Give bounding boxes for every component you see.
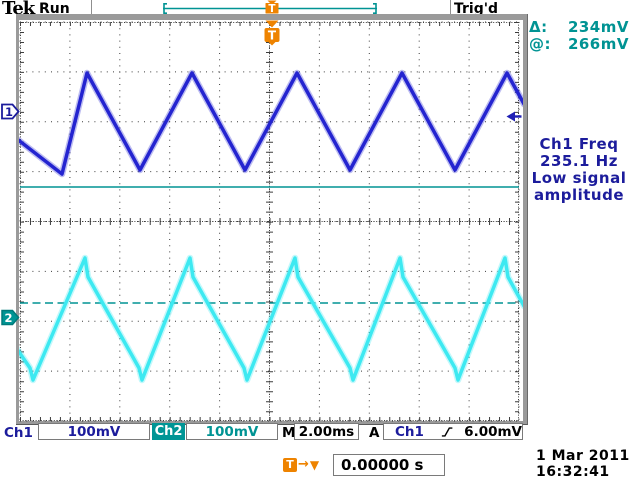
trigger-level-value: 6.00mV bbox=[464, 423, 522, 440]
acq-bar-right-bracket bbox=[373, 3, 377, 14]
date-value: 1 Mar 2011 bbox=[536, 448, 630, 464]
warning-line1: Low signal bbox=[531, 169, 627, 187]
acquisition-status: Run bbox=[39, 1, 70, 17]
topbar-divider-left bbox=[91, 0, 92, 17]
down-triangle-icon: ▼ bbox=[309, 457, 320, 472]
warning-line2: amplitude bbox=[533, 186, 625, 204]
ch2-marker-label: 2 bbox=[5, 311, 13, 325]
trigger-record-marker-icon: T bbox=[265, 0, 279, 15]
timebase-box: 2.00ms bbox=[294, 423, 359, 440]
ch2-scale-value: 100mV bbox=[205, 423, 259, 440]
graticule-area bbox=[19, 20, 523, 421]
ch1-marker-label: 1 bbox=[5, 105, 13, 119]
datetime-display: 1 Mar 2011 16:32:41 bbox=[536, 448, 630, 480]
ch1-freq-value: 235.1 Hz bbox=[540, 152, 618, 170]
trigger-t-icon: T bbox=[283, 457, 297, 472]
delta-value: 234mV bbox=[567, 18, 629, 36]
ch2-scale-box: 100mV bbox=[186, 423, 278, 440]
topbar-divider-right bbox=[450, 0, 451, 17]
channel-message: Ch1 Freq 235.1 Hz Low signal amplitude bbox=[520, 136, 638, 204]
timebase-value: 2.00ms bbox=[298, 423, 355, 440]
delta-icon: Δ: bbox=[529, 18, 548, 36]
delay-time-value: 0.00000 s bbox=[341, 456, 424, 474]
at-value: 266mV bbox=[567, 35, 629, 53]
trigger-settings-box: Ch1 6.00mV bbox=[383, 423, 523, 440]
ch1-scale-value: 100mV bbox=[67, 423, 121, 440]
ch2-label: Ch2 bbox=[154, 424, 183, 439]
acq-bar-left-bracket bbox=[163, 3, 167, 14]
acquisition-bar bbox=[163, 3, 377, 14]
timebase-label: M bbox=[282, 425, 296, 441]
trigger-delay-indicator: T → ▼ bbox=[283, 457, 319, 472]
trigger-source-value: Ch1 bbox=[395, 423, 424, 440]
at-measurement-row: @: 266mV bbox=[529, 35, 629, 53]
time-value: 16:32:41 bbox=[536, 463, 610, 480]
graticule-frame bbox=[16, 14, 528, 425]
delay-time-box: 0.00000 s bbox=[333, 454, 445, 476]
right-arrow-icon: → bbox=[298, 457, 309, 472]
ch1-scale-box: 100mV bbox=[38, 423, 150, 440]
delta-measurement-row: Δ: 234mV bbox=[529, 18, 629, 36]
rising-edge-icon bbox=[441, 426, 453, 437]
trigger-source-label: A bbox=[369, 425, 380, 441]
ch1-freq-title: Ch1 Freq bbox=[539, 135, 619, 153]
at-icon: @: bbox=[529, 35, 551, 53]
trigger-status: Trig'd bbox=[454, 1, 499, 17]
ch1-label: Ch1 bbox=[4, 425, 33, 441]
ch2-label-badge: Ch2 bbox=[152, 423, 185, 440]
